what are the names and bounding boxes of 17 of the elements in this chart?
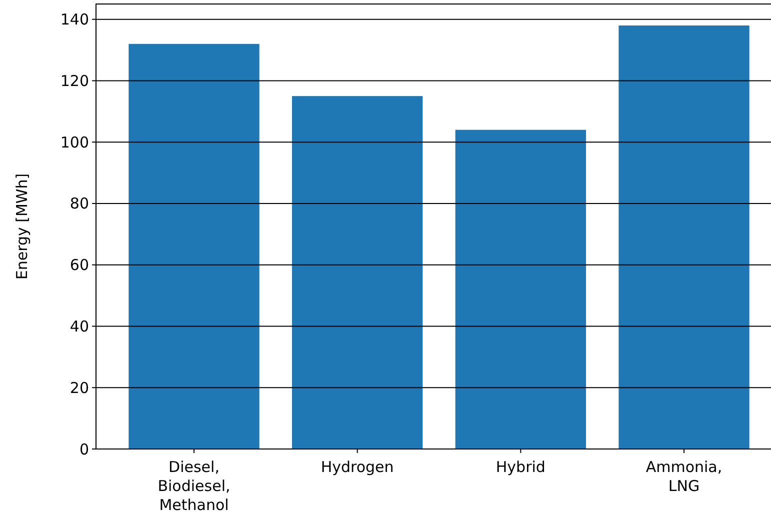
bar	[618, 25, 750, 449]
x-tick-label: Hybrid	[496, 458, 546, 476]
y-tick-label: 80	[70, 194, 89, 213]
y-tick-label: 0	[79, 440, 89, 458]
bar	[128, 44, 260, 449]
y-tick-label: 40	[70, 317, 89, 336]
y-tick-label: 100	[60, 133, 89, 152]
y-tick-label: 120	[60, 72, 89, 90]
y-tick-label: 140	[60, 10, 89, 29]
y-tick-label: 20	[70, 378, 89, 397]
y-axis-title: Energy [MWh]	[13, 173, 31, 280]
x-tick-label: Diesel, Biodiesel, Methanol	[158, 458, 230, 514]
bar	[455, 130, 586, 449]
bar	[292, 96, 423, 449]
x-tick-label: Ammonia, LNG	[646, 458, 722, 495]
y-tick-label: 60	[70, 256, 89, 274]
x-tick-label: Hydrogen	[320, 458, 394, 476]
